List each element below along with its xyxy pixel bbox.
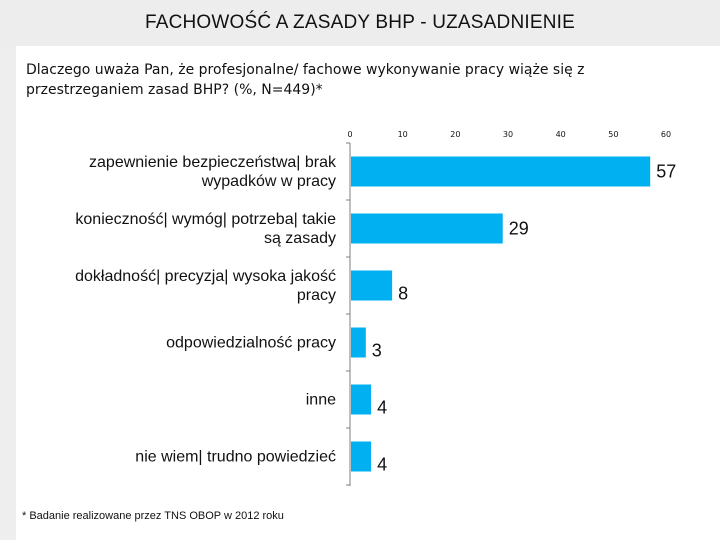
x-tick-label: 50 [608,130,618,139]
category-label: zapewnienie bezpieczeństwa| brak [89,154,337,171]
footnote: * Badanie realizowane przez TNS OBOP w 2… [22,510,284,522]
page-title: FACHOWOŚĆ A ZASADY BHP - UZASADNIENIE [144,12,576,33]
title-bar: FACHOWOŚĆ A ZASADY BHP - UZASADNIENIE [0,0,720,46]
survey-question: Dlaczego uważa Pan, że profesjonalne/ fa… [26,62,585,98]
bar [351,156,651,187]
data-label: 4 [377,398,387,418]
bar [351,441,372,472]
category-label: nie wiem| trudno powiedzieć [135,449,336,466]
data-label: 4 [377,455,387,475]
x-tick-label: 0 [347,130,352,139]
x-tick-label: 10 [398,130,408,139]
data-label: 3 [372,341,382,361]
category-label: odpowiedzialność pracy [166,335,336,352]
bar [351,213,503,244]
x-tick-label: 40 [556,130,566,139]
category-label: inne [306,392,336,409]
category-label: dokładność| precyzja| wysoka jakość [75,268,336,285]
bar [351,384,372,415]
bar [351,327,366,358]
bar [351,270,393,301]
data-label: 57 [656,162,676,182]
data-label: 8 [398,284,408,304]
data-label: 29 [509,219,529,239]
category-label: wypadków w pracy [201,173,336,190]
x-tick-label: 60 [661,130,671,139]
category-label: są zasady [264,230,336,247]
category-label: konieczność| wymóg| potrzeba| takie [75,211,336,228]
category-label: pracy [297,287,336,304]
x-tick-label: 30 [503,130,513,139]
x-tick-label: 20 [450,130,460,139]
